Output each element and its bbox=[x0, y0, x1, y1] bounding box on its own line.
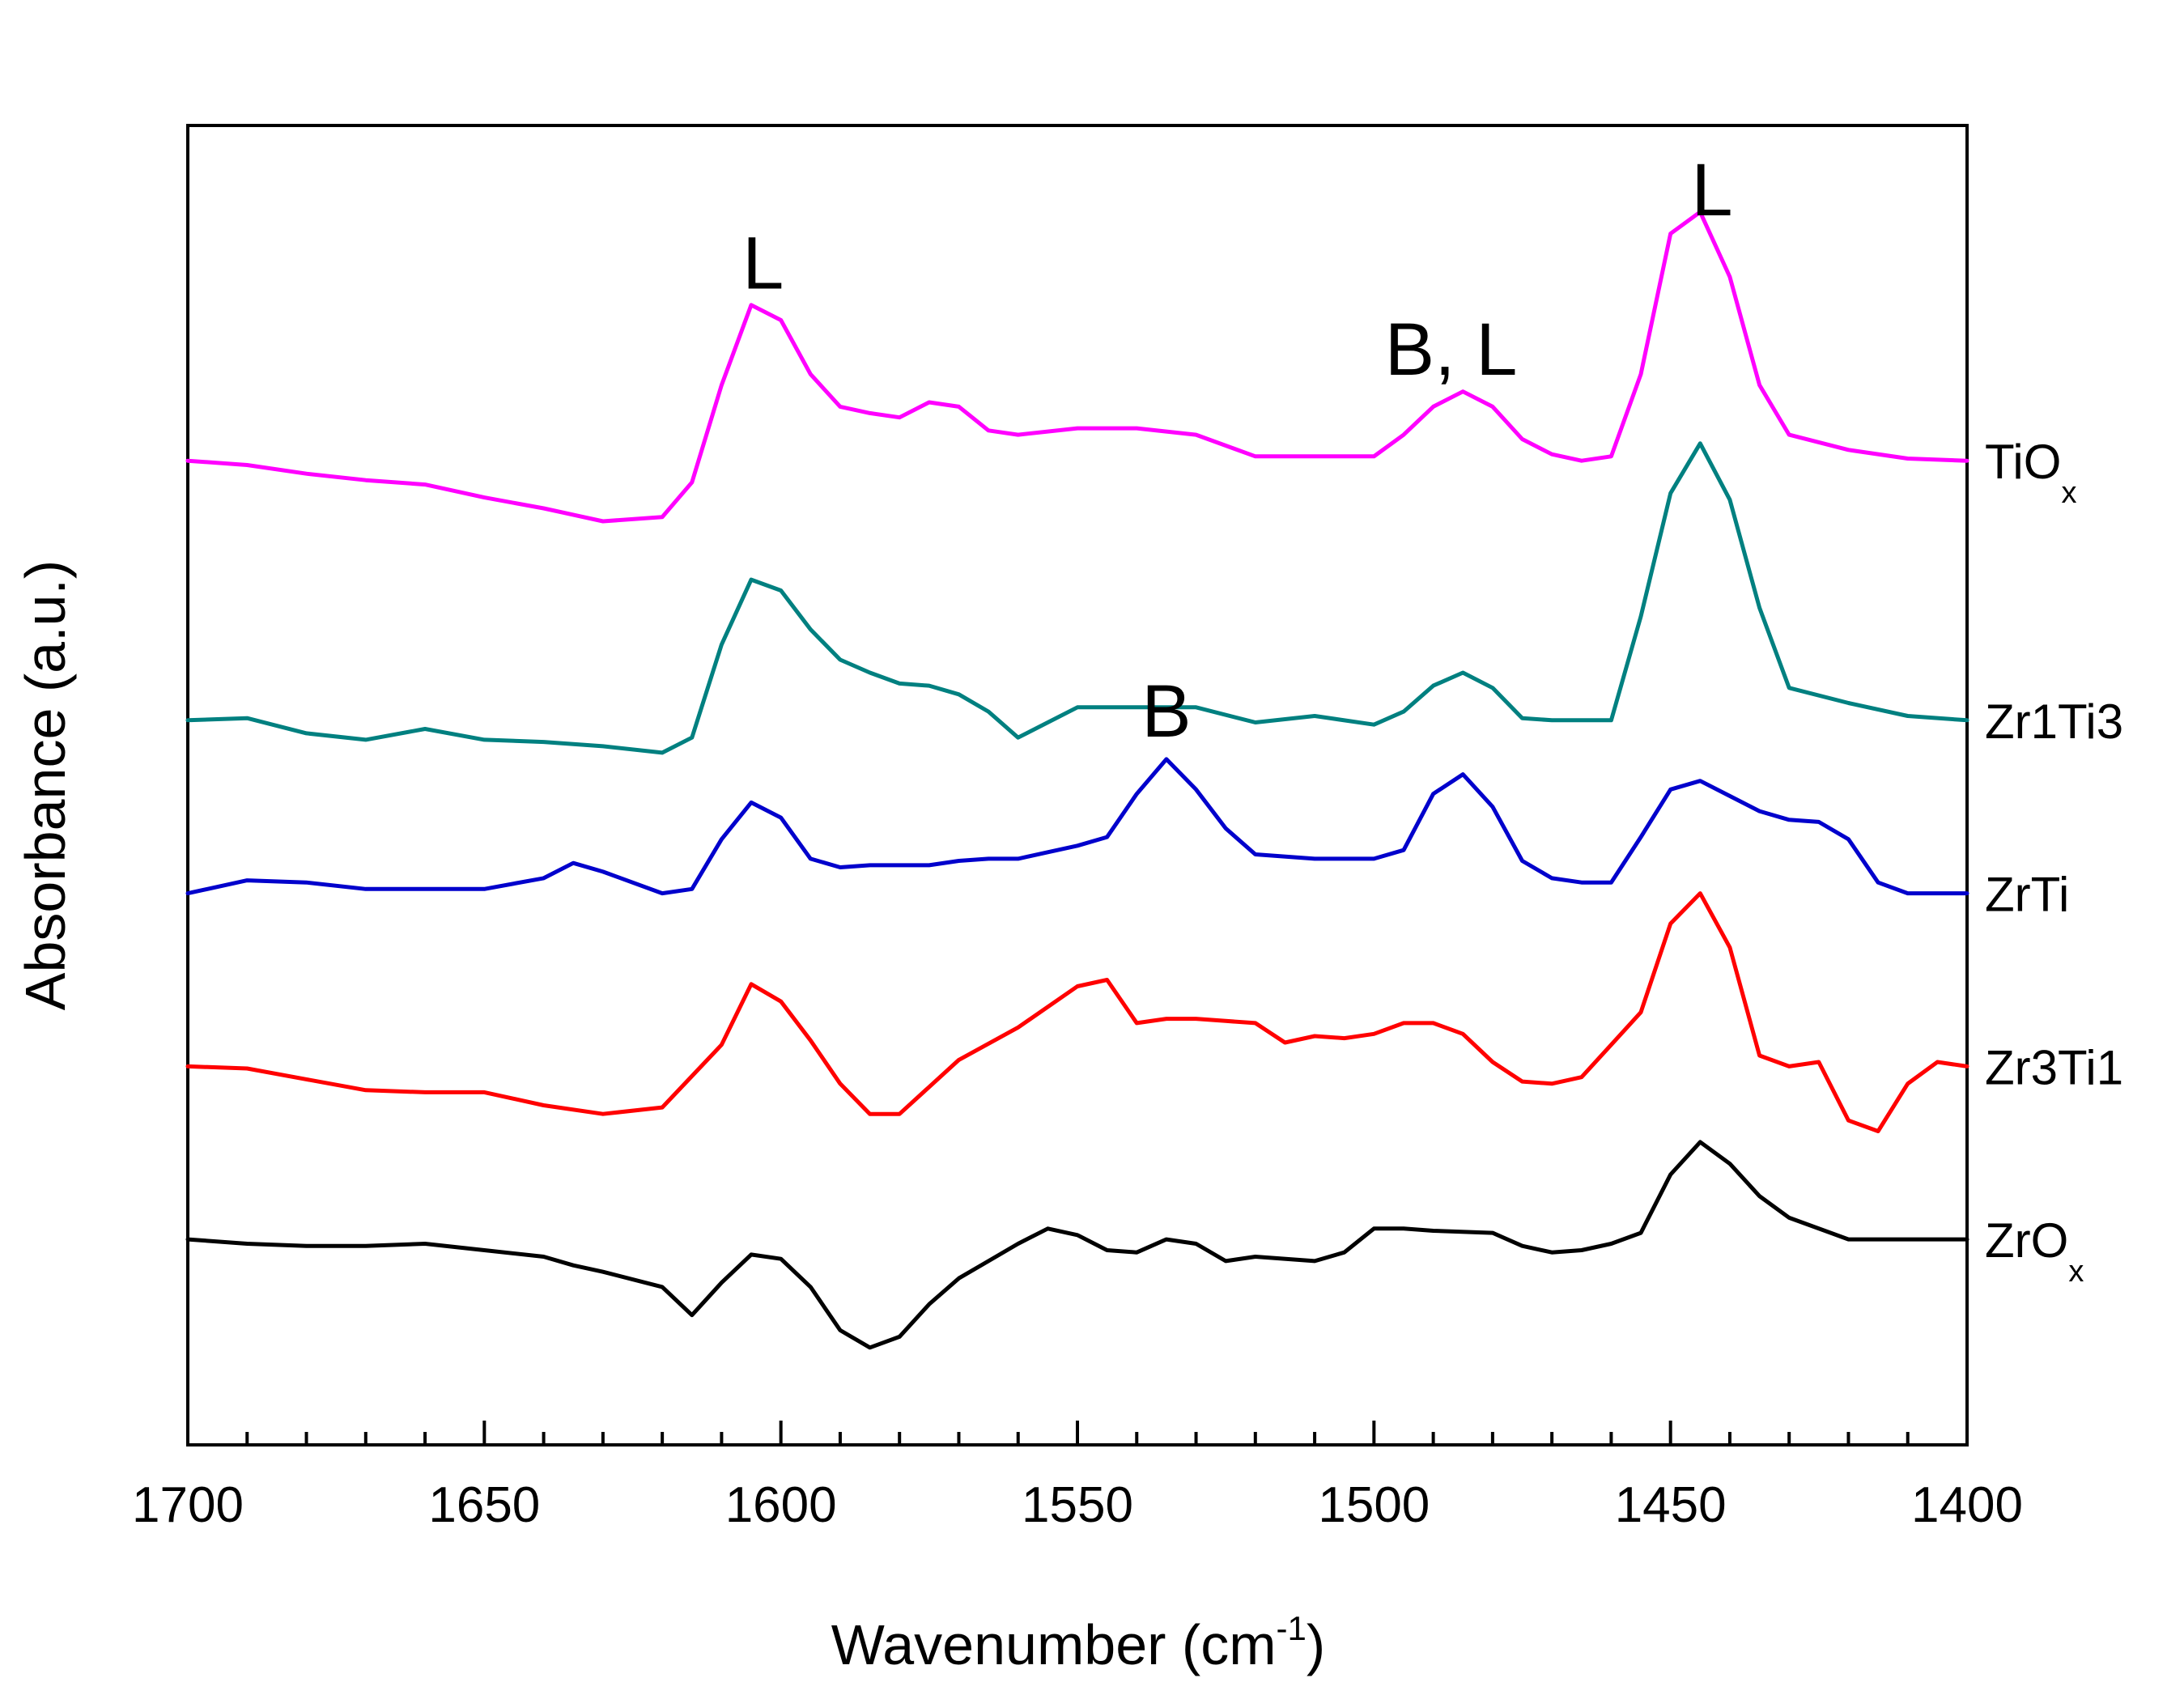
series-labels: TiOx Zr1Ti3 ZrTi Zr3Ti1 ZrOx bbox=[1985, 435, 2123, 1289]
series-label-tiox: TiOx bbox=[1985, 435, 2076, 510]
series-line-tiox bbox=[185, 210, 1969, 524]
annotation-3: B bbox=[1141, 670, 1191, 753]
series-label-zrox: ZrOx bbox=[1985, 1213, 2084, 1289]
series-lines bbox=[185, 210, 1969, 1350]
series-line-zr3ti1 bbox=[185, 891, 1969, 1133]
x-tick-label-1600: 1600 bbox=[725, 1477, 837, 1533]
y-axis-title: Absorbance (a.u.) bbox=[14, 560, 77, 1010]
series-line-zrox bbox=[185, 1140, 1969, 1350]
series-line-zrti bbox=[185, 757, 1969, 896]
annotation-1: B, L bbox=[1385, 308, 1518, 391]
x-tick-label-1500: 1500 bbox=[1318, 1477, 1430, 1533]
x-axis-ticks bbox=[186, 1421, 1969, 1445]
annotation-2: L bbox=[1691, 149, 1732, 232]
x-axis-tick-labels: 1700 1650 1600 1550 1500 1450 1400 bbox=[132, 1477, 2023, 1533]
x-tick-label-1550: 1550 bbox=[1022, 1477, 1133, 1533]
series-line-zr1ti3 bbox=[185, 441, 1969, 755]
series-label-zr1ti3: Zr1Ti3 bbox=[1985, 695, 2123, 749]
x-axis-title: Wavenumber (cm-1) bbox=[831, 1609, 1325, 1676]
series-label-zrti: ZrTi bbox=[1985, 868, 2069, 922]
annotation-0: L bbox=[742, 222, 784, 304]
x-tick-label-1650: 1650 bbox=[428, 1477, 540, 1533]
peak-annotations: L B, L L B bbox=[742, 149, 1732, 753]
x-tick-label-1400: 1400 bbox=[1911, 1477, 2023, 1533]
series-label-zr3ti1: Zr3Ti1 bbox=[1985, 1040, 2123, 1094]
x-tick-label-1700: 1700 bbox=[132, 1477, 244, 1533]
x-tick-label-1450: 1450 bbox=[1615, 1477, 1727, 1533]
